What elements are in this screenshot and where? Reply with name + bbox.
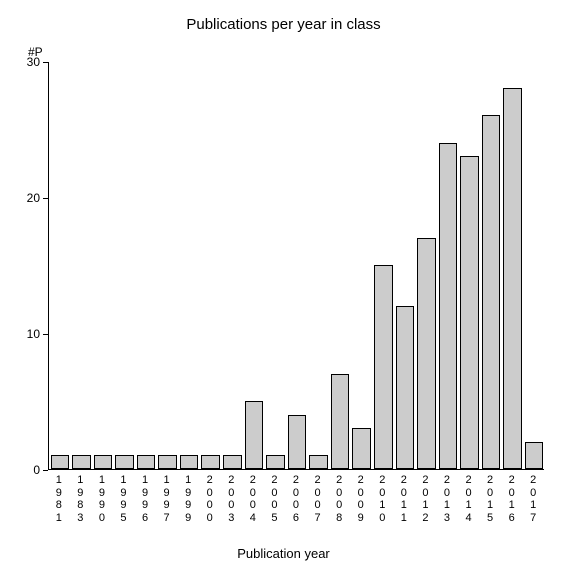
- bar: [525, 442, 544, 469]
- x-tick-label: 2 0 0 3: [221, 474, 243, 525]
- x-tick-label: 1 9 9 9: [177, 474, 199, 525]
- x-tick-label: 2 0 1 6: [501, 474, 523, 525]
- x-tick-label: 2 0 1 2: [415, 474, 437, 525]
- bar: [439, 143, 458, 469]
- x-tick-label: 2 0 0 7: [307, 474, 329, 525]
- bar: [158, 455, 177, 469]
- x-tick-label: 1 9 9 6: [134, 474, 156, 525]
- bar: [309, 455, 328, 469]
- y-tick-mark: [43, 62, 48, 63]
- bar: [72, 455, 91, 469]
- x-tick-label: 2 0 1 7: [522, 474, 544, 525]
- x-tick-label: 2 0 0 9: [350, 474, 372, 525]
- bar: [374, 265, 393, 469]
- x-tick-label: 2 0 0 6: [285, 474, 307, 525]
- x-tick-label: 2 0 1 1: [393, 474, 415, 525]
- bar: [396, 306, 415, 469]
- x-tick-label: 1 9 9 7: [156, 474, 178, 525]
- bar: [51, 455, 70, 469]
- bar: [94, 455, 113, 469]
- x-tick-label: 2 0 0 0: [199, 474, 221, 525]
- bar: [180, 455, 199, 469]
- bar: [331, 374, 350, 469]
- x-tick-label: 2 0 1 0: [371, 474, 393, 525]
- y-tick-label: 20: [27, 191, 40, 205]
- bar: [137, 455, 156, 469]
- x-axis-title: Publication year: [237, 546, 330, 561]
- y-tick-label: 30: [27, 55, 40, 69]
- chart-title: Publications per year in class: [186, 16, 380, 33]
- x-tick-label: 1 9 9 5: [113, 474, 135, 525]
- x-tick-label: 2 0 0 4: [242, 474, 264, 525]
- x-tick-label: 1 9 8 3: [70, 474, 92, 525]
- x-tick-label: 1 9 9 0: [91, 474, 113, 525]
- bar: [288, 415, 307, 469]
- chart-container: Publications per year in class #P Public…: [0, 0, 567, 567]
- x-tick-label: 2 0 1 3: [436, 474, 458, 525]
- y-tick-mark: [43, 470, 48, 471]
- bar: [223, 455, 242, 469]
- x-tick-label: 2 0 0 5: [264, 474, 286, 525]
- x-tick-label: 1 9 8 1: [48, 474, 70, 525]
- bar: [245, 401, 264, 469]
- bar: [115, 455, 134, 469]
- bar: [503, 88, 522, 469]
- x-tick-label: 2 0 1 4: [458, 474, 480, 525]
- y-tick-mark: [43, 334, 48, 335]
- bar: [417, 238, 436, 469]
- bar: [460, 156, 479, 469]
- y-tick-label: 10: [27, 327, 40, 341]
- y-tick-label: 0: [33, 463, 40, 477]
- bar: [482, 115, 501, 469]
- bar: [201, 455, 220, 469]
- bar: [266, 455, 285, 469]
- x-tick-label: 2 0 0 8: [328, 474, 350, 525]
- x-tick-label: 2 0 1 5: [479, 474, 501, 525]
- plot-area: [48, 62, 544, 470]
- bar: [352, 428, 371, 469]
- y-tick-mark: [43, 198, 48, 199]
